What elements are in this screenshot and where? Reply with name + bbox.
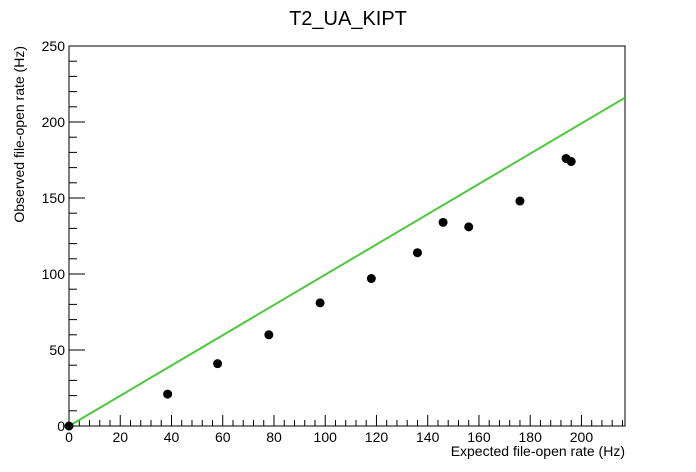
data-point [264,330,274,340]
x-axis: 0 20 40 60 80 100 120 140 160 180 200 [65,415,623,445]
y-axis: 0 50 100 150 200 250 [42,38,85,434]
x-tick-label: 200 [570,429,594,445]
data-point [515,196,525,206]
data-point [412,248,422,258]
reference-line [68,96,626,427]
x-tick-label: 0 [65,429,73,445]
chart-title: T2_UA_KIPT [289,8,407,30]
data-point [213,359,223,369]
data-point [464,222,474,232]
x-tick-label: 120 [365,429,389,445]
y-axis-label: Observed file-open rate (Hz) [11,46,27,223]
data-point [315,298,325,308]
y-tick-label: 150 [42,190,66,206]
data-point [163,389,173,399]
y-tick-label: 250 [42,38,66,54]
x-tick-label: 40 [164,429,180,445]
x-axis-label: Expected file-open rate (Hz) [451,443,625,459]
x-tick-label: 80 [266,429,282,445]
y-tick-label: 100 [42,266,66,282]
x-tick-label: 20 [112,429,128,445]
data-point [366,274,376,284]
data-points [64,153,576,431]
x-tick-label: 180 [519,429,543,445]
plot-frame [68,45,626,427]
data-point [64,421,74,431]
y-tick-label: 0 [57,418,65,434]
x-tick-label: 60 [215,429,231,445]
data-point [438,217,448,227]
x-tick-label: 100 [314,429,338,445]
x-tick-label: 160 [467,429,491,445]
y-tick-label: 50 [49,342,65,358]
y-tick-label: 200 [42,114,66,130]
data-point [566,157,576,167]
x-tick-label: 140 [416,429,440,445]
